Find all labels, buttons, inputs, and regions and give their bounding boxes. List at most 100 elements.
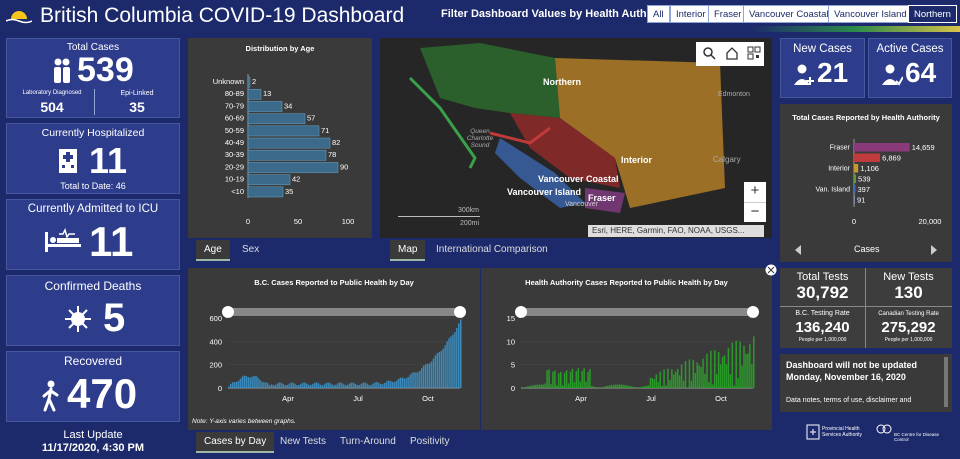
tab-turn-around[interactable]: Turn-Around (340, 436, 396, 447)
zoom-in-button[interactable]: + (744, 182, 766, 202)
map-label-vancouver-coastal: Vancouver Coastal (538, 174, 619, 184)
tab-map[interactable]: Map (390, 240, 426, 261)
tab-sex[interactable]: Sex (242, 244, 260, 255)
ha-bar (854, 195, 855, 204)
daily-bar (229, 383, 232, 388)
daily-bar (548, 369, 550, 388)
age-tick-label: 70-79 (225, 101, 244, 110)
daily-bar (655, 374, 658, 388)
daily-bar (581, 371, 583, 388)
daily-bar (350, 382, 353, 388)
daily-bar (747, 353, 749, 388)
daily-bar (608, 385, 611, 388)
daily-bar (413, 372, 415, 388)
filter-all-button[interactable]: All (647, 5, 670, 23)
ha-data-label: 539 (858, 175, 871, 184)
daily-bar (442, 348, 444, 388)
bc-daily-chart: 0 200 400 600 Apr Jul Oct (209, 306, 466, 403)
daily-bar (233, 381, 236, 388)
daily-bar (247, 377, 249, 388)
zoom-out-button[interactable]: − (744, 202, 766, 222)
map-label-northern: Northern (543, 77, 581, 87)
total-cases-value: 539 (77, 51, 134, 89)
daily-bar (300, 383, 302, 388)
daily-bar (274, 384, 277, 388)
age-x-tick: 0 (246, 217, 250, 226)
daily-bar (331, 384, 333, 388)
filter-vancouver-coastal-button[interactable]: Vancouver Coastal (743, 5, 835, 23)
daily-bar (419, 370, 421, 388)
daily-bar (405, 378, 407, 388)
map-attribution[interactable]: Esri, HERE, Garmin, FAO, NOAA, USGS... (588, 225, 764, 237)
filter-interior-button[interactable]: Interior (670, 5, 712, 23)
map-label-queen-charlotte: Queen Charlotte Sound (466, 128, 494, 149)
active-cases-value: 64 (905, 57, 937, 88)
x-tick-label: Jul (646, 394, 656, 403)
previous-arrow-icon[interactable] (794, 245, 802, 255)
tab-new-tests[interactable]: New Tests (280, 436, 326, 447)
daily-bar (684, 361, 687, 388)
ha-chart-title: Total Cases Reported by Health Authority (792, 113, 940, 122)
scrollbar[interactable] (944, 357, 948, 407)
ha-tick-label: Interior (828, 166, 850, 173)
y-tick-label: 5 (511, 361, 515, 370)
y-tick-label: 10 (507, 337, 515, 346)
search-icon[interactable] (702, 46, 716, 60)
person-add-icon (794, 64, 814, 85)
age-tick-label: 30-39 (225, 150, 244, 159)
daily-bar (302, 382, 304, 388)
map-panel[interactable]: Northern Edmonton Queen Charlotte Sound … (380, 38, 772, 238)
ha-data-label: 1,106 (860, 164, 879, 173)
filter-fraser-button[interactable]: Fraser (708, 5, 748, 23)
bc-rate-label: B.C. Testing Rate (795, 310, 850, 317)
daily-bar (565, 370, 568, 388)
daily-bar (360, 383, 363, 388)
age-data-label: 78 (328, 150, 336, 159)
daily-bar (612, 384, 615, 388)
notice-body[interactable]: Data notes, terms of use, disclaimer and (786, 397, 912, 404)
next-arrow-icon[interactable] (930, 245, 938, 255)
daily-bar (391, 381, 394, 388)
daily-bar (253, 375, 255, 388)
bccdc-logo-text: BC Centre for Disease Control (894, 432, 940, 442)
daily-bar (671, 369, 673, 388)
filter-vancouver-island-button[interactable]: Vancouver Island (828, 5, 913, 23)
map-tabs: Map International Comparison (380, 240, 772, 262)
daily-bar (571, 368, 574, 388)
tab-cases-by-day[interactable]: Cases by Day (196, 432, 275, 453)
bccdc-logo-icon (876, 424, 892, 434)
daily-bar (620, 384, 622, 388)
ha-data-label: 91 (857, 196, 865, 205)
region-vancouver-coastal (510, 113, 620, 188)
qr-code-icon[interactable] (747, 46, 761, 60)
map-scale-bar (398, 216, 480, 217)
age-data-label: 34 (284, 101, 292, 110)
daily-bar (530, 385, 533, 388)
daily-bar (393, 382, 396, 388)
expand-icon[interactable] (765, 264, 777, 276)
daily-bar (561, 385, 564, 388)
filter-northern-button[interactable]: Northern (908, 5, 957, 23)
daily-bar (645, 385, 648, 388)
tab-positivity[interactable]: Positivity (410, 436, 450, 447)
daily-bar (735, 340, 737, 388)
tab-international-comparison[interactable]: International Comparison (436, 244, 548, 255)
home-icon[interactable] (725, 46, 739, 60)
daily-bar (411, 372, 413, 388)
daily-bar (358, 384, 361, 388)
daily-bar (335, 384, 337, 388)
daily-bar (362, 382, 365, 388)
daily-bar (321, 385, 324, 388)
slider-handle-right (747, 306, 759, 318)
daily-bar (352, 382, 355, 388)
daily-bar (311, 384, 314, 388)
daily-bar (600, 387, 603, 388)
daily-bar (696, 362, 698, 388)
header-stripe (750, 26, 960, 32)
daily-bar (313, 382, 316, 388)
daily-bar (444, 345, 446, 388)
recovered-card: Recovered 470 (6, 351, 180, 422)
y-tick-label: 0 (511, 384, 515, 393)
tab-age[interactable]: Age (196, 240, 230, 261)
daily-bar (739, 341, 741, 388)
